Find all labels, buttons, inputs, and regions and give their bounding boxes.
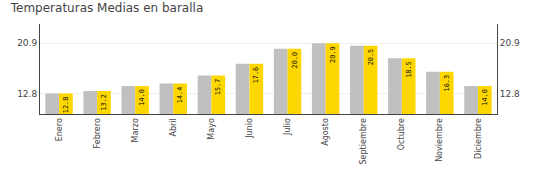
svg-text:Enero: Enero	[55, 118, 64, 141]
svg-text:14.0: 14.0	[481, 89, 489, 105]
svg-text:20.9: 20.9	[500, 38, 520, 48]
svg-text:Septiembre: Septiembre	[359, 118, 368, 164]
svg-text:Temperaturas Medias en baralla: Temperaturas Medias en baralla	[10, 1, 204, 15]
svg-text:20.0: 20.0	[291, 52, 299, 68]
svg-text:Marzo: Marzo	[131, 118, 140, 142]
svg-text:Diciembre: Diciembre	[474, 118, 483, 159]
svg-text:Junio: Junio	[245, 118, 254, 139]
svg-text:20.5: 20.5	[367, 49, 375, 65]
svg-text:13.2: 13.2	[100, 94, 108, 110]
svg-text:Mayo: Mayo	[207, 118, 216, 140]
svg-text:14.4: 14.4	[176, 87, 184, 103]
svg-text:20.9: 20.9	[17, 38, 37, 48]
svg-text:Octubre: Octubre	[397, 118, 406, 150]
svg-text:Julio: Julio	[283, 118, 292, 136]
svg-text:20.9: 20.9	[329, 46, 337, 62]
svg-text:Noviembre: Noviembre	[435, 118, 444, 162]
svg-text:12.8: 12.8	[17, 89, 37, 99]
svg-text:Abril: Abril	[169, 118, 178, 136]
svg-text:Febrero: Febrero	[93, 118, 102, 148]
svg-text:17.6: 17.6	[252, 67, 260, 83]
svg-text:18.5: 18.5	[405, 61, 413, 77]
svg-text:16.3: 16.3	[443, 75, 451, 91]
svg-text:15.7: 15.7	[214, 79, 222, 95]
svg-text:14.0: 14.0	[138, 89, 146, 105]
svg-text:12.8: 12.8	[500, 89, 520, 99]
svg-text:12.8: 12.8	[62, 97, 70, 113]
svg-text:Agosto: Agosto	[321, 118, 330, 146]
